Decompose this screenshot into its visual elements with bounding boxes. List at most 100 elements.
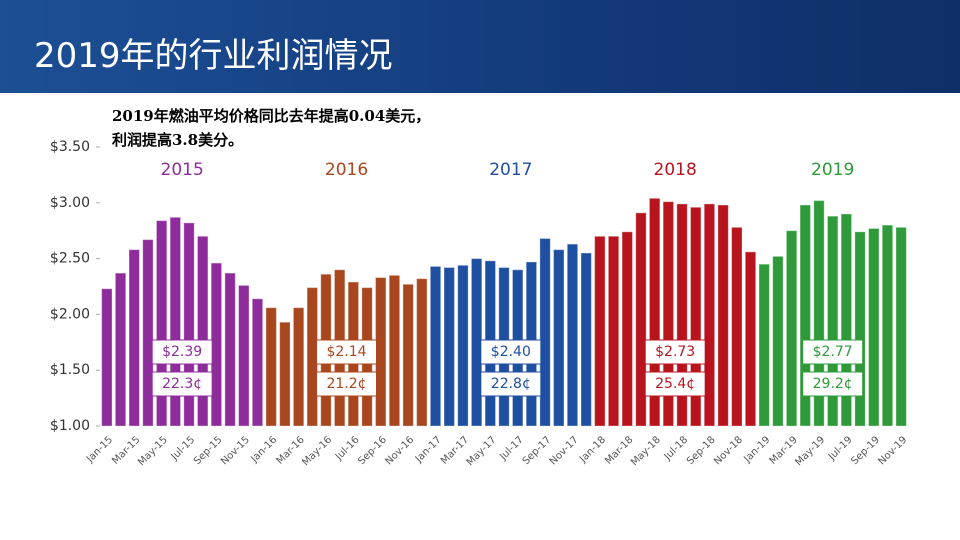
bar bbox=[648, 197, 661, 427]
annotation: 22.8¢ bbox=[491, 376, 531, 392]
annotation-box bbox=[151, 339, 213, 365]
bar bbox=[703, 203, 716, 427]
bar bbox=[142, 239, 154, 427]
note-line: 利润提高3.8美分。 bbox=[112, 131, 244, 149]
bar bbox=[265, 307, 277, 427]
y-tick-label: $2.00 bbox=[50, 306, 90, 322]
legend-label: 2019 bbox=[811, 160, 854, 180]
x-tick-label: Jan-16 bbox=[248, 434, 279, 465]
annotation-box bbox=[151, 371, 213, 397]
bar bbox=[375, 277, 387, 427]
bar bbox=[785, 230, 798, 427]
x-tick-label: May-17 bbox=[465, 434, 499, 468]
x-tick-label: Nov-18 bbox=[712, 434, 745, 467]
bar bbox=[183, 222, 195, 427]
bar bbox=[881, 224, 894, 427]
annotation-box bbox=[480, 339, 542, 365]
annotation: $2.77 bbox=[813, 344, 853, 360]
annotation: $2.14 bbox=[326, 344, 366, 360]
bar bbox=[388, 274, 401, 427]
bar bbox=[169, 216, 182, 427]
bar bbox=[840, 213, 853, 427]
x-tick-label: May-16 bbox=[300, 434, 334, 468]
bar bbox=[306, 287, 318, 427]
bar bbox=[744, 251, 757, 427]
annotation-box bbox=[316, 371, 378, 397]
x-tick-label: Jan-15 bbox=[84, 434, 115, 465]
x-tick-label: Sep-17 bbox=[521, 434, 554, 467]
note-line: 2019年燃油平均价格同比去年提高0.04美元， bbox=[112, 107, 431, 125]
slide-title: 2019年的行业利润情况 bbox=[34, 36, 393, 76]
bar bbox=[676, 203, 688, 427]
legend-label: 2018 bbox=[654, 160, 697, 180]
annotation: 22.3¢ bbox=[162, 376, 202, 392]
bar bbox=[635, 212, 647, 427]
bar bbox=[717, 204, 729, 427]
x-tick-label: May-19 bbox=[793, 434, 827, 468]
x-tick-label: Sep-18 bbox=[685, 434, 718, 467]
bar bbox=[251, 298, 264, 427]
x-tick-label: Nov-16 bbox=[383, 434, 416, 467]
x-tick-label: Nov-19 bbox=[876, 434, 909, 467]
bar bbox=[895, 226, 907, 427]
annotation-box bbox=[480, 371, 542, 397]
bar bbox=[799, 204, 811, 427]
x-tick-label: Sep-19 bbox=[849, 434, 882, 467]
bar bbox=[429, 265, 442, 427]
bar bbox=[758, 263, 770, 427]
legend-label: 2015 bbox=[161, 160, 204, 180]
annotation-box bbox=[802, 339, 864, 365]
annotation: 25.4¢ bbox=[655, 376, 695, 392]
bar bbox=[443, 267, 455, 427]
bar bbox=[539, 238, 551, 427]
annotation-box bbox=[316, 339, 378, 365]
bar bbox=[279, 321, 291, 427]
bar bbox=[292, 307, 305, 427]
bar bbox=[813, 200, 825, 427]
x-tick-label: Jan-17 bbox=[413, 434, 444, 465]
x-tick-label: Nov-17 bbox=[548, 434, 581, 467]
bar bbox=[826, 215, 839, 427]
bar bbox=[868, 227, 880, 427]
note: 2019年燃油平均价格同比去年提高0.04美元， 利润提高3.8美分。 bbox=[112, 104, 430, 152]
bar bbox=[772, 255, 784, 427]
annotation: $2.39 bbox=[162, 344, 202, 360]
legend-label: 2017 bbox=[489, 160, 532, 180]
bar bbox=[621, 231, 633, 427]
bar bbox=[566, 243, 579, 427]
bar bbox=[238, 284, 250, 427]
bar bbox=[553, 249, 565, 427]
x-tick-label: May-15 bbox=[136, 434, 170, 468]
legend-label: 2016 bbox=[325, 160, 368, 180]
bar bbox=[101, 288, 113, 427]
annotation: 29.2¢ bbox=[813, 376, 853, 392]
y-tick-label: $3.50 bbox=[50, 139, 90, 155]
bar bbox=[594, 235, 606, 427]
bar bbox=[197, 235, 209, 427]
bar bbox=[416, 278, 428, 427]
annotation: $2.40 bbox=[491, 344, 531, 360]
bar bbox=[854, 231, 866, 427]
x-tick-label: Sep-15 bbox=[192, 434, 225, 467]
x-tick-label: Sep-16 bbox=[356, 434, 389, 467]
y-tick-label: $1.50 bbox=[50, 362, 90, 378]
y-tick-label: $2.50 bbox=[50, 251, 90, 267]
bar bbox=[690, 206, 702, 427]
bar bbox=[580, 252, 592, 427]
bar bbox=[210, 262, 223, 427]
bar bbox=[470, 258, 483, 427]
y-tick-label: $3.00 bbox=[50, 195, 90, 211]
x-tick-label: May-18 bbox=[629, 434, 663, 468]
y-tick-label: $1.00 bbox=[50, 418, 90, 434]
annotation: 21.2¢ bbox=[326, 376, 366, 392]
annotation-box bbox=[644, 339, 706, 365]
x-tick-label: Jan-19 bbox=[742, 434, 773, 465]
x-tick-label: Jan-18 bbox=[577, 434, 608, 465]
bar bbox=[155, 220, 168, 427]
bar bbox=[731, 226, 743, 427]
annotation: $2.73 bbox=[655, 344, 695, 360]
bar bbox=[402, 283, 414, 427]
bar bbox=[128, 249, 140, 427]
